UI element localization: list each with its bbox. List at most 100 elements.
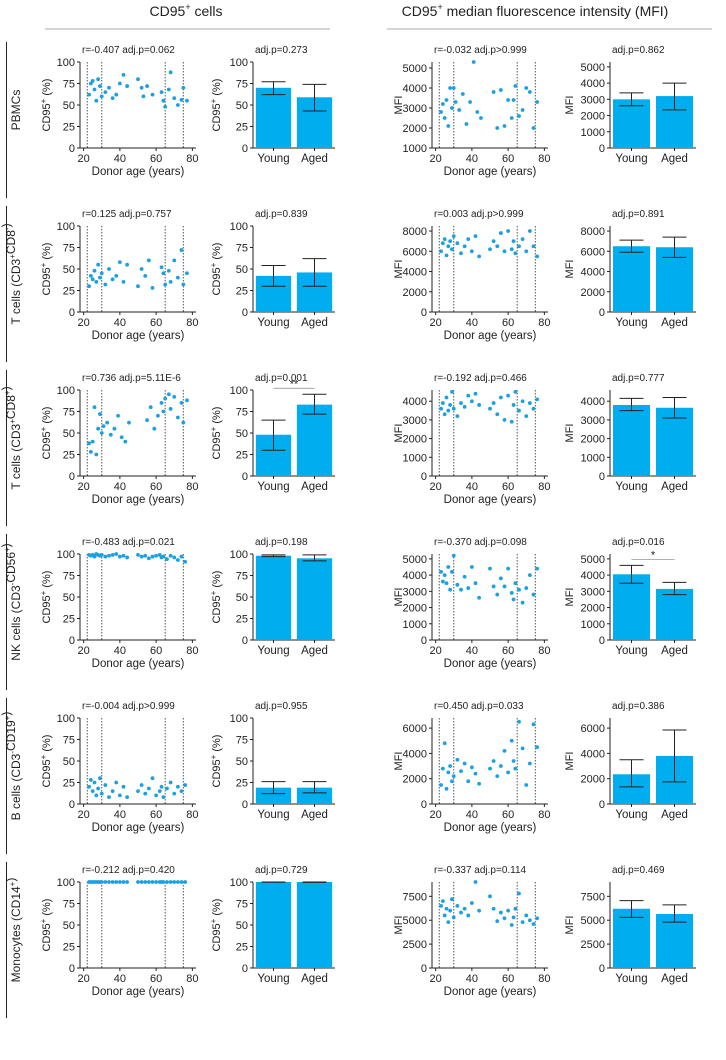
scatter-point bbox=[462, 244, 467, 249]
y-tick-label: 75 bbox=[236, 243, 248, 255]
y-label-sup: + bbox=[39, 262, 48, 267]
y-tick-label: 2000 bbox=[581, 287, 605, 299]
scatter-point bbox=[453, 100, 458, 104]
y-tick-label: 50 bbox=[236, 428, 248, 440]
stat-label: r=-0.337 adj.p=0.114 bbox=[434, 865, 527, 876]
scatter-point bbox=[459, 587, 463, 592]
scatter-point bbox=[524, 249, 529, 254]
y-label-sup: + bbox=[39, 918, 48, 923]
y-tick-label: 6000 bbox=[581, 723, 605, 735]
y-tick-label: 25 bbox=[236, 942, 248, 954]
y-tick-label: 75 bbox=[63, 571, 75, 583]
scatter-point bbox=[462, 906, 467, 911]
scatter-point bbox=[110, 552, 115, 557]
x-category-label: Young bbox=[615, 317, 647, 329]
scatter-point bbox=[121, 784, 126, 789]
x-axis-label: Donor age (years) bbox=[92, 658, 185, 670]
scatter-point bbox=[141, 94, 146, 99]
y-label-unit: (%) bbox=[41, 243, 53, 263]
y-tick-label: 3000 bbox=[403, 415, 427, 427]
bar-panel: adj.p=0.955 0 25 50 75 100 CD95+ (%) Young Aged bbox=[209, 701, 335, 821]
y-label-unit: (%) bbox=[41, 899, 53, 919]
bar-panel: adj.p=0.001 0 25 50 75 100 CD95+ (%) Young Aged *… bbox=[209, 373, 335, 493]
scatter-panel: r=0.450 adj.p=0.033 0 2000 4000 6000 MFI 20 40 6… bbox=[393, 701, 551, 834]
scatter-point bbox=[477, 781, 482, 786]
y-tick-label: 75 bbox=[236, 899, 248, 911]
scatter-point bbox=[175, 880, 180, 884]
x-tick-label: 40 bbox=[466, 809, 478, 821]
scatter-point bbox=[125, 262, 130, 267]
scatter-point bbox=[99, 94, 104, 99]
scatter-point bbox=[520, 746, 525, 751]
x-tick-label: 40 bbox=[114, 973, 126, 985]
y-tick-label: 25 bbox=[236, 122, 248, 134]
y-tick-label: 8000 bbox=[403, 226, 427, 238]
row-label-sup: + bbox=[8, 881, 17, 886]
scatter-point bbox=[168, 70, 173, 75]
row-label-text: ) bbox=[0, 386, 13, 390]
y-axis-label: MFI bbox=[564, 588, 576, 607]
scatter-point bbox=[473, 880, 478, 884]
y-label-main: CD95 bbox=[41, 759, 53, 787]
row-label-text: ) bbox=[0, 712, 13, 716]
y-label-unit: (%) bbox=[211, 79, 223, 99]
x-tick-label: 20 bbox=[78, 481, 90, 493]
x-category-label: Aged bbox=[301, 809, 328, 821]
y-tick-label: 0 bbox=[599, 471, 605, 483]
y-tick-label: 0 bbox=[599, 143, 605, 155]
x-axis-label: Donor age (years) bbox=[92, 330, 185, 342]
y-tick-label: 25 bbox=[236, 778, 248, 790]
scatter-point bbox=[455, 582, 460, 587]
bar-young bbox=[613, 246, 650, 312]
scatter-point bbox=[107, 267, 111, 271]
scatter-point bbox=[511, 98, 516, 102]
y-tick-label: 0 bbox=[421, 307, 427, 319]
row-label-text: CD56 bbox=[4, 552, 18, 583]
x-category-label: Aged bbox=[301, 153, 328, 165]
bar-panel: adj.p=0.273 0 25 50 75 100 CD95+ (%) Young Aged bbox=[209, 45, 335, 165]
scatter-point bbox=[121, 280, 126, 284]
x-category-label: Young bbox=[257, 481, 289, 493]
scatter-point bbox=[469, 249, 474, 254]
scatter-point bbox=[517, 244, 521, 249]
y-axis-label: CD95+ (%) bbox=[209, 407, 223, 460]
y-label-sup: + bbox=[209, 262, 218, 267]
scatter-point bbox=[96, 426, 101, 431]
scatter-point bbox=[165, 557, 169, 562]
y-tick-label: 100 bbox=[57, 549, 75, 561]
row-label-text: T cells (CD3 bbox=[9, 258, 23, 324]
scatter-point bbox=[103, 554, 108, 559]
y-tick-label: 100 bbox=[230, 877, 248, 889]
y-label-sup: + bbox=[39, 98, 48, 103]
y-tick-label: 0 bbox=[69, 471, 75, 483]
y-tick-label: 8000 bbox=[581, 226, 605, 238]
scatter-point bbox=[495, 774, 500, 779]
x-category-label: Aged bbox=[301, 317, 328, 329]
x-category-label: Young bbox=[257, 317, 289, 329]
figure-row: T cells (CD3+CD8-)r=0.125 adj.p=0.757025… bbox=[0, 206, 696, 362]
scatter-point bbox=[440, 102, 445, 106]
scatter-point bbox=[110, 277, 115, 282]
y-tick-label: 6000 bbox=[581, 246, 605, 258]
scatter-point bbox=[448, 764, 453, 768]
y-tick-label: 1000 bbox=[403, 143, 427, 155]
scatter-point bbox=[166, 87, 171, 92]
y-label-unit: (%) bbox=[211, 571, 223, 591]
x-tick-label: 40 bbox=[114, 809, 126, 821]
y-axis-label: CD95+ (%) bbox=[39, 407, 53, 460]
scatter-point bbox=[88, 273, 93, 278]
y-label-sup: + bbox=[39, 426, 48, 431]
y-axis-label: MFI bbox=[393, 588, 405, 607]
scatter-point bbox=[98, 412, 102, 416]
scatter-point bbox=[531, 922, 536, 926]
y-tick-label: 25 bbox=[236, 614, 248, 626]
y-axis-label: MFI bbox=[564, 260, 576, 279]
x-tick-label: 20 bbox=[430, 973, 442, 985]
scatter-point bbox=[506, 229, 511, 233]
y-tick-label: 2500 bbox=[581, 939, 605, 951]
scatter-point bbox=[175, 784, 180, 789]
scatter-point bbox=[159, 90, 164, 94]
scatter-point bbox=[517, 719, 521, 724]
scatter-panel: r=0.003 adj.p>0.999 0 2000 4000 6000 8000 MFI 2… bbox=[393, 209, 551, 342]
scatter-point bbox=[161, 271, 166, 276]
